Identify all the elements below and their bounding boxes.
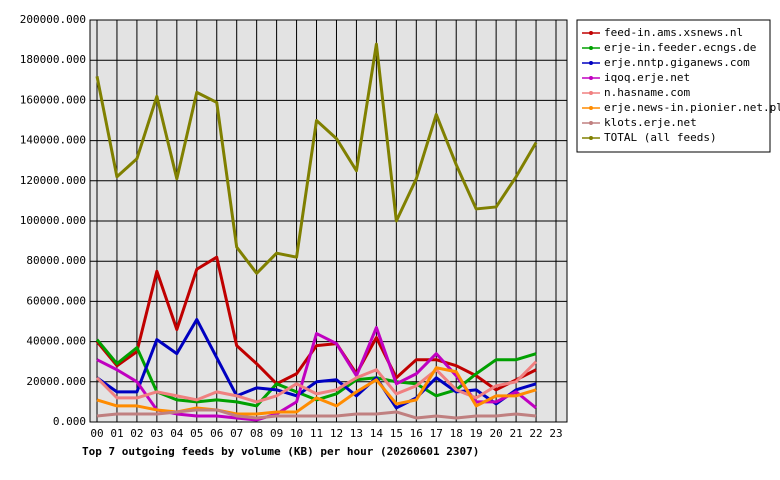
x-tick-label: 02: [130, 427, 143, 440]
y-tick-label: 120000.000: [20, 174, 86, 187]
legend-dot: [589, 136, 593, 140]
x-tick-label: 09: [270, 427, 283, 440]
x-tick-label: 17: [430, 427, 443, 440]
y-tick-label: 0.000: [53, 415, 86, 428]
y-tick-label: 60000.000: [26, 294, 86, 307]
legend-dot: [589, 106, 593, 110]
y-tick-label: 80000.000: [26, 254, 86, 267]
series-line: [95, 255, 537, 392]
x-tick-label: 22: [529, 427, 542, 440]
y-tick-label: 200000.000: [20, 13, 86, 26]
legend-label: iqoq.erje.net: [604, 71, 690, 84]
legend-label: n.hasname.com: [604, 86, 690, 99]
legend-label: TOTAL (all feeds): [604, 131, 717, 144]
x-tick-label: 18: [450, 427, 463, 440]
legend-label: erje.nntp.giganews.com: [604, 56, 750, 69]
y-tick-label: 160000.000: [20, 93, 86, 106]
chart-title: Top 7 outgoing feeds by volume (KB) per …: [82, 445, 479, 458]
x-tick-label: 04: [170, 427, 184, 440]
y-tick-label: 140000.000: [20, 134, 86, 147]
x-tick-label: 14: [370, 427, 384, 440]
legend-dot: [589, 31, 593, 35]
legend-label: erje-in.feeder.ecngs.de: [604, 41, 756, 54]
series-line: [96, 408, 537, 420]
x-tick-label: 00: [90, 427, 103, 440]
x-tick-label: 12: [330, 427, 343, 440]
x-tick-label: 05: [190, 427, 203, 440]
legend-dot: [589, 61, 593, 65]
series-line: [95, 360, 538, 404]
legend-label: feed-in.ams.xsnews.nl: [604, 26, 743, 39]
x-tick-label: 01: [110, 427, 123, 440]
x-tick-label: 13: [350, 427, 363, 440]
x-tick-label: 19: [470, 427, 483, 440]
x-tick-label: 07: [230, 427, 243, 440]
legend-label: erje.news-in.pionier.net.pl: [604, 101, 780, 114]
x-tick-label: 08: [250, 427, 263, 440]
x-tick-label: 06: [210, 427, 223, 440]
x-tick-label: 23: [549, 427, 562, 440]
x-tick-label: 03: [150, 427, 163, 440]
series-line: [95, 42, 538, 275]
x-tick-label: 16: [410, 427, 423, 440]
legend-dot: [589, 121, 593, 125]
x-tick-label: 20: [490, 427, 503, 440]
legend-dot: [589, 76, 593, 80]
y-tick-label: 100000.000: [20, 214, 86, 227]
y-tick-label: 180000.000: [20, 53, 86, 66]
y-tick-label: 40000.000: [26, 335, 86, 348]
legend-dot: [589, 91, 593, 95]
x-tick-label: 15: [390, 427, 403, 440]
legend-label: klots.erje.net: [604, 116, 697, 129]
legend-dot: [589, 46, 593, 50]
y-tick-label: 20000.000: [26, 375, 86, 388]
x-tick-label: 11: [310, 427, 323, 440]
x-tick-label: 10: [290, 427, 303, 440]
x-tick-label: 21: [509, 427, 522, 440]
legend-box: [576, 19, 771, 153]
